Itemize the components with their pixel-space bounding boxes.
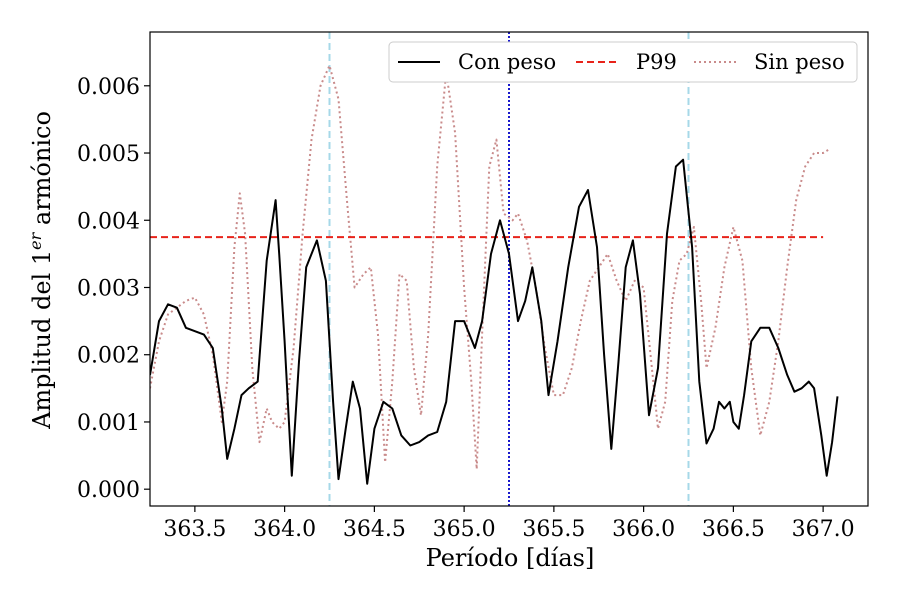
legend-box (388, 41, 858, 83)
x-ticks: 363.5 364.0 364.5 365.0 365.5 366.0 366.5 367.0 (163, 506, 855, 542)
y-ticks: 0.000 0.001 0.002 0.003 0.004 0.005 0.006 (77, 75, 150, 503)
y-axis-label-superscript: er (26, 231, 45, 249)
y-tick-label-0: 0.000 (77, 478, 140, 503)
legend-label-con-peso: Con peso (458, 50, 556, 74)
x-axis-label: Período [días] (426, 544, 595, 572)
x-tick-label-5: 366.0 (612, 517, 675, 542)
series-line-con-peso (150, 158, 839, 485)
x-tick-label-2: 364.5 (343, 517, 406, 542)
y-axis-label-rest: armónico (28, 111, 56, 233)
series-lines (150, 64, 839, 485)
legend-label-sin-peso: Sin peso (754, 50, 845, 74)
x-tick-label-0: 363.5 (163, 517, 226, 542)
axes (149, 31, 869, 507)
legend: Con peso P99 Sin peso (388, 41, 858, 83)
x-tick-label-6: 366.5 (702, 517, 765, 542)
y-tick-label-6: 0.006 (77, 75, 140, 100)
y-tick-label-5: 0.005 (77, 142, 140, 167)
y-tick-label-4: 0.004 (77, 209, 140, 234)
y-tick-label-2: 0.002 (77, 344, 140, 369)
y-tick-label-1: 0.001 (77, 411, 140, 436)
y-axis-label-main: Amplitud del 1 (28, 250, 56, 430)
x-tick-label-3: 365.0 (433, 517, 496, 542)
vertical-lines (328, 32, 690, 506)
y-tick-label-3: 0.003 (77, 276, 140, 301)
plot-frame (149, 31, 869, 507)
x-tick-label-4: 365.5 (522, 517, 585, 542)
legend-label-p99: P99 (636, 50, 677, 74)
x-tick-label-1: 364.0 (253, 517, 316, 542)
y-axis-label: Amplitud del 1er armónico (26, 111, 56, 430)
series-line-sin-peso (150, 64, 830, 470)
x-tick-label-7: 367.0 (792, 517, 855, 542)
